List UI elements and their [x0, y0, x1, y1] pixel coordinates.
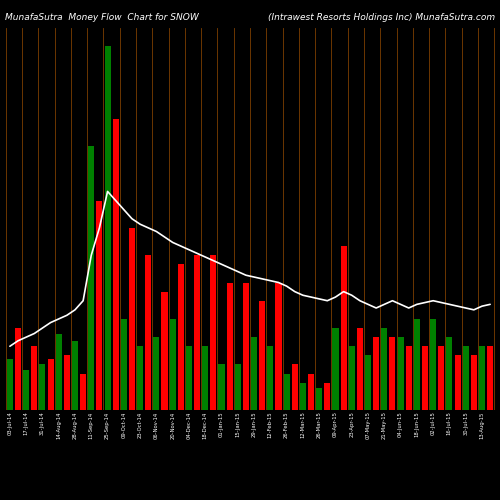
Bar [88, 146, 94, 410]
Bar [72, 341, 78, 410]
Bar [31, 346, 38, 410]
Bar [218, 364, 224, 410]
Bar [251, 337, 257, 410]
Bar [15, 328, 21, 410]
Bar [479, 346, 485, 410]
Bar [438, 346, 444, 410]
Bar [56, 334, 62, 410]
Bar [487, 346, 493, 410]
Bar [308, 374, 314, 410]
Bar [145, 255, 152, 410]
Bar [129, 228, 135, 410]
Bar [276, 282, 281, 410]
Bar [40, 364, 46, 410]
Bar [373, 337, 379, 410]
Bar [259, 300, 266, 410]
Text: (Intrawest Resorts Holdings Inc) MunafaSutra.com: (Intrawest Resorts Holdings Inc) MunafaS… [268, 12, 495, 22]
Bar [80, 374, 86, 410]
Bar [332, 328, 338, 410]
Bar [390, 337, 396, 410]
Bar [194, 255, 200, 410]
Bar [268, 346, 274, 410]
Bar [202, 346, 208, 410]
Bar [348, 346, 355, 410]
Bar [48, 359, 54, 410]
Bar [454, 356, 460, 410]
Bar [226, 282, 232, 410]
Bar [381, 328, 388, 410]
Bar [446, 337, 452, 410]
Bar [471, 356, 477, 410]
Bar [243, 282, 249, 410]
Bar [121, 319, 127, 410]
Bar [422, 346, 428, 410]
Bar [324, 382, 330, 410]
Bar [462, 346, 468, 410]
Bar [162, 292, 168, 410]
Bar [284, 374, 290, 410]
Bar [406, 346, 412, 410]
Bar [430, 319, 436, 410]
Text: MunafaSutra  Money Flow  Chart for SNOW: MunafaSutra Money Flow Chart for SNOW [5, 12, 199, 22]
Bar [316, 388, 322, 410]
Bar [300, 382, 306, 410]
Bar [292, 364, 298, 410]
Bar [234, 364, 241, 410]
Bar [340, 246, 346, 410]
Bar [186, 346, 192, 410]
Bar [398, 337, 404, 410]
Bar [170, 319, 175, 410]
Bar [23, 370, 29, 410]
Bar [210, 255, 216, 410]
Bar [357, 328, 363, 410]
Bar [64, 356, 70, 410]
Bar [96, 200, 102, 410]
Bar [365, 356, 371, 410]
Bar [178, 264, 184, 410]
Bar [7, 359, 13, 410]
Bar [414, 319, 420, 410]
Bar [137, 346, 143, 410]
Bar [112, 118, 119, 410]
Bar [154, 337, 160, 410]
Bar [104, 46, 110, 410]
